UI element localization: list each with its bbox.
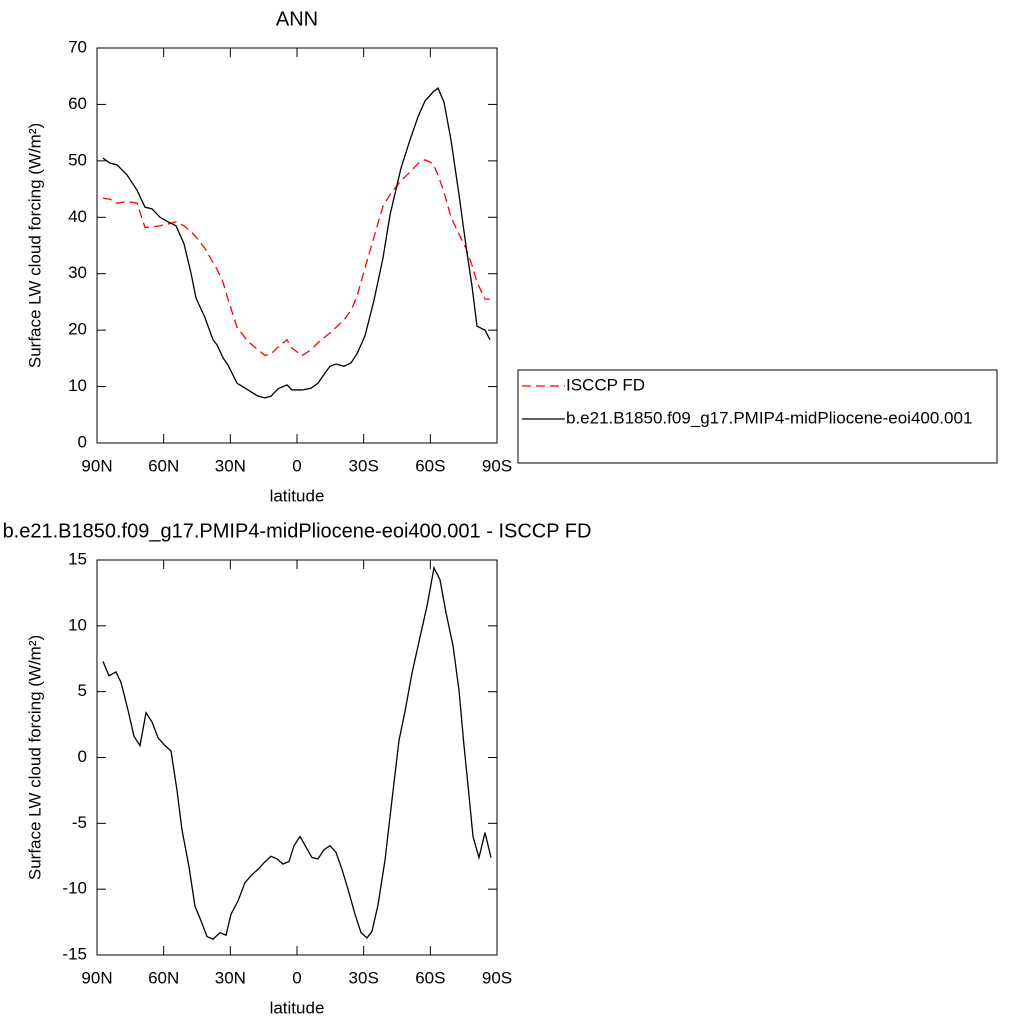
x-tick-label: 90N [81, 968, 112, 987]
data-line [102, 158, 490, 357]
y-tick-label: 70 [68, 37, 87, 56]
chart-title: ANN [276, 8, 318, 30]
x-tick-label: 30S [349, 968, 379, 987]
y-tick-label: 30 [68, 263, 87, 282]
x-tick-label: 30N [215, 968, 246, 987]
y-axis-label: Surface LW cloud forcing (W/m²) [25, 123, 44, 368]
y-axis-label: Surface LW cloud forcing (W/m²) [25, 635, 44, 880]
y-tick-label: -5 [72, 813, 87, 832]
y-tick-label: -10 [62, 879, 87, 898]
data-line [102, 565, 492, 940]
y-tick-label: 0 [78, 747, 87, 766]
legend-label: ISCCP FD [566, 375, 645, 394]
y-tick-label: 15 [68, 549, 87, 568]
plot-frame [96, 47, 498, 444]
x-tick-label: 60S [415, 456, 445, 475]
y-tick-label: 10 [68, 376, 87, 395]
y-tick-label: 60 [68, 94, 87, 113]
chart-title: b.e21.B1850.f09_g17.PMIP4-midPliocene-eo… [3, 520, 592, 542]
y-tick-label: 5 [78, 681, 87, 700]
x-axis-label: latitude [270, 998, 325, 1017]
legend-label: b.e21.B1850.f09_g17.PMIP4-midPliocene-eo… [566, 408, 972, 427]
y-tick-label: 10 [68, 615, 87, 634]
x-tick-label: 0 [292, 968, 301, 987]
x-tick-label: 30N [215, 456, 246, 475]
y-tick-label: 0 [78, 432, 87, 451]
data-line [102, 87, 491, 399]
x-axis-label: latitude [270, 486, 325, 505]
x-tick-label: 90N [81, 456, 112, 475]
x-tick-label: 60S [415, 968, 445, 987]
y-tick-label: 40 [68, 207, 87, 226]
y-tick-label: 50 [68, 150, 87, 169]
x-tick-label: 90S [482, 968, 512, 987]
y-tick-label: -15 [62, 944, 87, 963]
x-tick-label: 60N [148, 456, 179, 475]
legend-box [517, 369, 998, 464]
x-tick-label: 90S [482, 456, 512, 475]
y-tick-label: 20 [68, 320, 87, 339]
plot-frame [96, 559, 498, 956]
x-tick-label: 0 [292, 456, 301, 475]
x-tick-label: 30S [349, 456, 379, 475]
x-tick-label: 60N [148, 968, 179, 987]
